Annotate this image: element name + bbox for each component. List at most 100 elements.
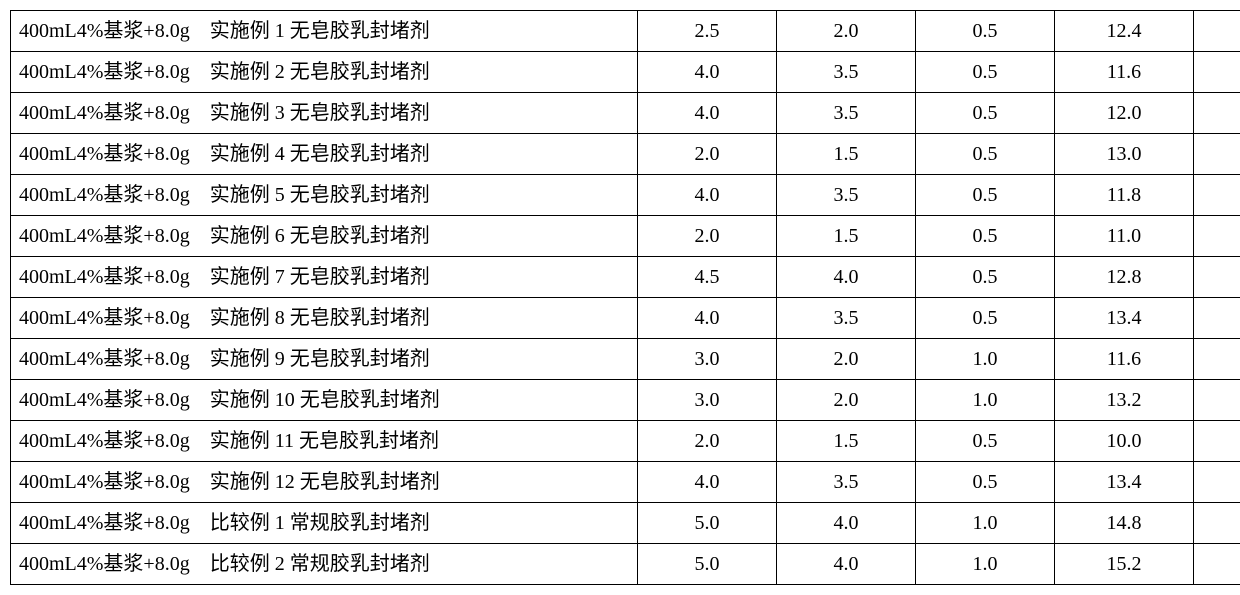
cell-description: 400mL4%基浆+8.0g 实施例 4 无皂胶乳封堵剂 xyxy=(11,134,638,175)
cell-value: 2.0 xyxy=(638,134,777,175)
table-row: 400mL4%基浆+8.0g 比较例 2 常规胶乳封堵剂5.04.01.015.… xyxy=(11,544,1240,585)
cell-value: 1.0 xyxy=(916,544,1055,585)
cell-value: 12.4 xyxy=(1055,11,1194,52)
cell-value: 4.0 xyxy=(638,298,777,339)
cell-value: 3.5 xyxy=(777,175,916,216)
table-row: 400mL4%基浆+8.0g 实施例 4 无皂胶乳封堵剂2.01.50.513.… xyxy=(11,134,1240,175)
cell-description: 400mL4%基浆+8.0g 实施例 3 无皂胶乳封堵剂 xyxy=(11,93,638,134)
cell-value: 10.0 xyxy=(1194,462,1240,503)
cell-value: 0.5 xyxy=(916,216,1055,257)
cell-value: 9.8 xyxy=(1194,175,1240,216)
cell-value: 0.5 xyxy=(916,462,1055,503)
cell-value: 1.0 xyxy=(916,380,1055,421)
cell-value: 11.6 xyxy=(1055,339,1194,380)
table-row: 400mL4%基浆+8.0g 比较例 1 常规胶乳封堵剂5.04.01.014.… xyxy=(11,503,1240,544)
cell-value: 3.0 xyxy=(638,380,777,421)
table-row: 400mL4%基浆+8.0g 实施例 7 无皂胶乳封堵剂4.54.00.512.… xyxy=(11,257,1240,298)
cell-description: 400mL4%基浆+8.0g 比较例 2 常规胶乳封堵剂 xyxy=(11,544,638,585)
cell-value: 9.0 xyxy=(1194,298,1240,339)
cell-description: 400mL4%基浆+8.0g 实施例 9 无皂胶乳封堵剂 xyxy=(11,339,638,380)
cell-description: 400mL4%基浆+8.0g 实施例 8 无皂胶乳封堵剂 xyxy=(11,298,638,339)
cell-value: 10.2 xyxy=(1194,11,1240,52)
cell-value: 0.5 xyxy=(916,175,1055,216)
table-row: 400mL4%基浆+8.0g 实施例 10 无皂胶乳封堵剂3.02.01.013… xyxy=(11,380,1240,421)
cell-value: 2.5 xyxy=(638,11,777,52)
cell-value: 9.8 xyxy=(1194,339,1240,380)
cell-value: 8.2 xyxy=(1194,257,1240,298)
cell-value: 0.5 xyxy=(916,52,1055,93)
cell-value: 12.0 xyxy=(1055,93,1194,134)
cell-value: 2.0 xyxy=(777,339,916,380)
cell-description: 400mL4%基浆+8.0g 实施例 1 无皂胶乳封堵剂 xyxy=(11,11,638,52)
cell-value: 3.5 xyxy=(777,462,916,503)
cell-description: 400mL4%基浆+8.0g 实施例 6 无皂胶乳封堵剂 xyxy=(11,216,638,257)
cell-value: 0.5 xyxy=(916,93,1055,134)
cell-value: 11.6 xyxy=(1055,52,1194,93)
cell-value: 0.5 xyxy=(916,257,1055,298)
cell-value: 2.0 xyxy=(777,380,916,421)
cell-value: 4.0 xyxy=(638,175,777,216)
table-row: 400mL4%基浆+8.0g 实施例 11 无皂胶乳封堵剂2.01.50.510… xyxy=(11,421,1240,462)
cell-value: 5.0 xyxy=(638,544,777,585)
cell-value: 9.4 xyxy=(1194,52,1240,93)
cell-description: 400mL4%基浆+8.0g 实施例 2 无皂胶乳封堵剂 xyxy=(11,52,638,93)
table-row: 400mL4%基浆+8.0g 实施例 2 无皂胶乳封堵剂4.03.50.511.… xyxy=(11,52,1240,93)
cell-value: 0.5 xyxy=(916,421,1055,462)
cell-value: 0.5 xyxy=(916,298,1055,339)
cell-value: 3.5 xyxy=(777,298,916,339)
cell-value: 4.0 xyxy=(638,93,777,134)
data-table: 400mL4%基浆+8.0g 实施例 1 无皂胶乳封堵剂2.52.00.512.… xyxy=(10,10,1240,585)
cell-value: 1.5 xyxy=(777,134,916,175)
cell-value: 3.0 xyxy=(638,339,777,380)
cell-value: 3.5 xyxy=(777,52,916,93)
cell-description: 400mL4%基浆+8.0g 实施例 5 无皂胶乳封堵剂 xyxy=(11,175,638,216)
table-row: 400mL4%基浆+8.0g 实施例 6 无皂胶乳封堵剂2.01.50.511.… xyxy=(11,216,1240,257)
cell-value: 9.8 xyxy=(1194,503,1240,544)
cell-value: 1.5 xyxy=(777,421,916,462)
table-row: 400mL4%基浆+8.0g 实施例 5 无皂胶乳封堵剂4.03.50.511.… xyxy=(11,175,1240,216)
cell-value: 13.4 xyxy=(1055,298,1194,339)
cell-value: 9.8 xyxy=(1194,421,1240,462)
table-row: 400mL4%基浆+8.0g 实施例 3 无皂胶乳封堵剂4.03.50.512.… xyxy=(11,93,1240,134)
cell-value: 15.2 xyxy=(1055,544,1194,585)
cell-value: 4.0 xyxy=(777,257,916,298)
cell-value: 4.0 xyxy=(777,503,916,544)
cell-value: 2.0 xyxy=(638,421,777,462)
cell-value: 10.4 xyxy=(1194,134,1240,175)
cell-description: 400mL4%基浆+8.0g 比较例 1 常规胶乳封堵剂 xyxy=(11,503,638,544)
cell-value: 2.0 xyxy=(777,11,916,52)
cell-value: 4.0 xyxy=(777,544,916,585)
table-row: 400mL4%基浆+8.0g 实施例 8 无皂胶乳封堵剂4.03.50.513.… xyxy=(11,298,1240,339)
cell-value: 13.4 xyxy=(1055,462,1194,503)
cell-value: 1.5 xyxy=(777,216,916,257)
cell-value: 10.0 xyxy=(1055,421,1194,462)
cell-value: 11.0 xyxy=(1055,216,1194,257)
table-row: 400mL4%基浆+8.0g 实施例 12 无皂胶乳封堵剂4.03.50.513… xyxy=(11,462,1240,503)
cell-description: 400mL4%基浆+8.0g 实施例 7 无皂胶乳封堵剂 xyxy=(11,257,638,298)
cell-value: 2.0 xyxy=(638,216,777,257)
table-row: 400mL4%基浆+8.0g 实施例 9 无皂胶乳封堵剂3.02.01.011.… xyxy=(11,339,1240,380)
cell-value: 4.0 xyxy=(638,52,777,93)
cell-value: 11.8 xyxy=(1055,175,1194,216)
table-body: 400mL4%基浆+8.0g 实施例 1 无皂胶乳封堵剂2.52.00.512.… xyxy=(11,11,1240,585)
cell-value: 13.0 xyxy=(1055,134,1194,175)
cell-description: 400mL4%基浆+8.0g 实施例 10 无皂胶乳封堵剂 xyxy=(11,380,638,421)
cell-value: 5.0 xyxy=(638,503,777,544)
cell-value: 3.5 xyxy=(777,93,916,134)
cell-value: 9.2 xyxy=(1194,380,1240,421)
cell-value: 9.6 xyxy=(1194,93,1240,134)
cell-description: 400mL4%基浆+8.0g 实施例 12 无皂胶乳封堵剂 xyxy=(11,462,638,503)
cell-value: 12.8 xyxy=(1055,257,1194,298)
cell-value: 1.0 xyxy=(916,503,1055,544)
cell-value: 8.6 xyxy=(1194,216,1240,257)
cell-value: 0.5 xyxy=(916,11,1055,52)
cell-value: 10.6 xyxy=(1194,544,1240,585)
cell-value: 4.0 xyxy=(638,462,777,503)
cell-value: 4.5 xyxy=(638,257,777,298)
table-row: 400mL4%基浆+8.0g 实施例 1 无皂胶乳封堵剂2.52.00.512.… xyxy=(11,11,1240,52)
cell-value: 14.8 xyxy=(1055,503,1194,544)
cell-value: 0.5 xyxy=(916,134,1055,175)
cell-value: 13.2 xyxy=(1055,380,1194,421)
cell-description: 400mL4%基浆+8.0g 实施例 11 无皂胶乳封堵剂 xyxy=(11,421,638,462)
cell-value: 1.0 xyxy=(916,339,1055,380)
